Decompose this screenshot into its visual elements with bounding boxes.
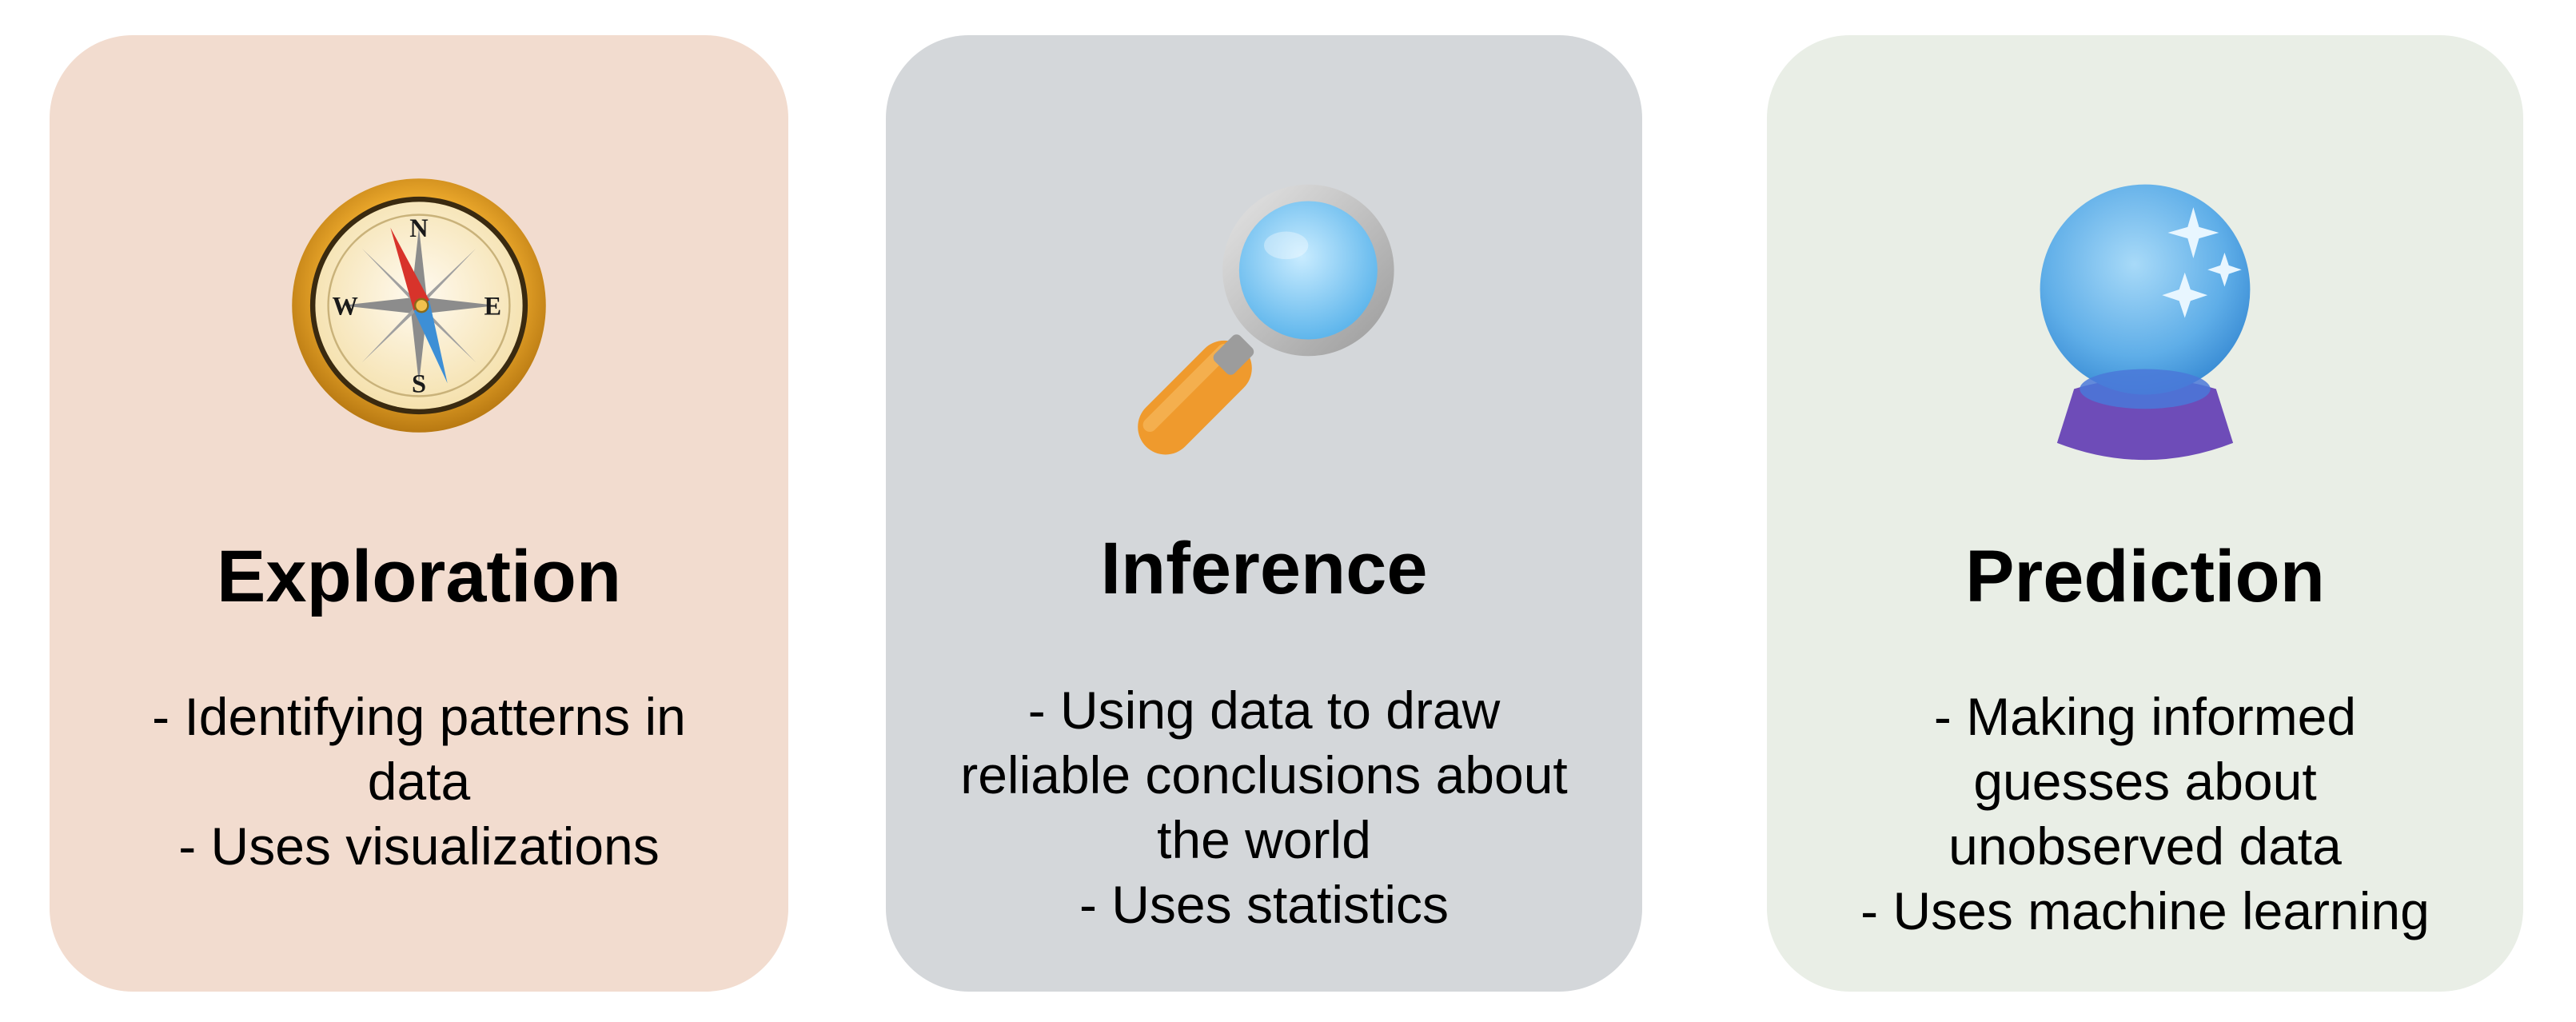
prediction-card: Prediction - Making informed guesses abo… xyxy=(1767,35,2523,992)
compass-letter-e: E xyxy=(484,292,502,321)
description-line: - Uses statistics xyxy=(1079,875,1449,934)
compass-letter-w: W xyxy=(332,292,357,321)
description-line: - Uses visualizations xyxy=(178,816,660,876)
card-description-prediction: - Making informed guesses about unobserv… xyxy=(1799,685,2491,944)
card-title-inference: Inference xyxy=(1100,528,1428,609)
description-line: reliable conclusions about xyxy=(960,745,1568,804)
description-line: guesses about xyxy=(1973,752,2317,811)
magnifying-glass-icon xyxy=(1138,184,1394,455)
description-line: - Uses machine learning xyxy=(1860,881,2430,940)
compass-letter-s: S xyxy=(412,370,426,399)
card-description-exploration: - Identifying patterns in data - Uses vi… xyxy=(82,685,756,879)
description-line: - Making informed xyxy=(1933,687,2357,746)
card-description-inference: - Using data to draw reliable conclusion… xyxy=(918,678,1610,937)
description-line: data xyxy=(367,752,471,811)
card-title-prediction: Prediction xyxy=(1965,536,2325,617)
description-line: - Identifying patterns in xyxy=(152,687,686,746)
compass-icon: N E S W xyxy=(292,178,546,433)
compass-letter-n: N xyxy=(409,214,428,243)
description-line: the world xyxy=(1157,810,1371,869)
inference-card: Inference - Using data to draw reliable … xyxy=(886,35,1642,992)
description-line: unobserved data xyxy=(1948,816,2342,876)
description-line: - Using data to draw xyxy=(1027,681,1501,740)
crystal-ball-icon xyxy=(2040,184,2251,461)
exploration-card: N E S W Exploration - Identifying patter… xyxy=(50,35,788,992)
card-title-exploration: Exploration xyxy=(216,536,622,617)
